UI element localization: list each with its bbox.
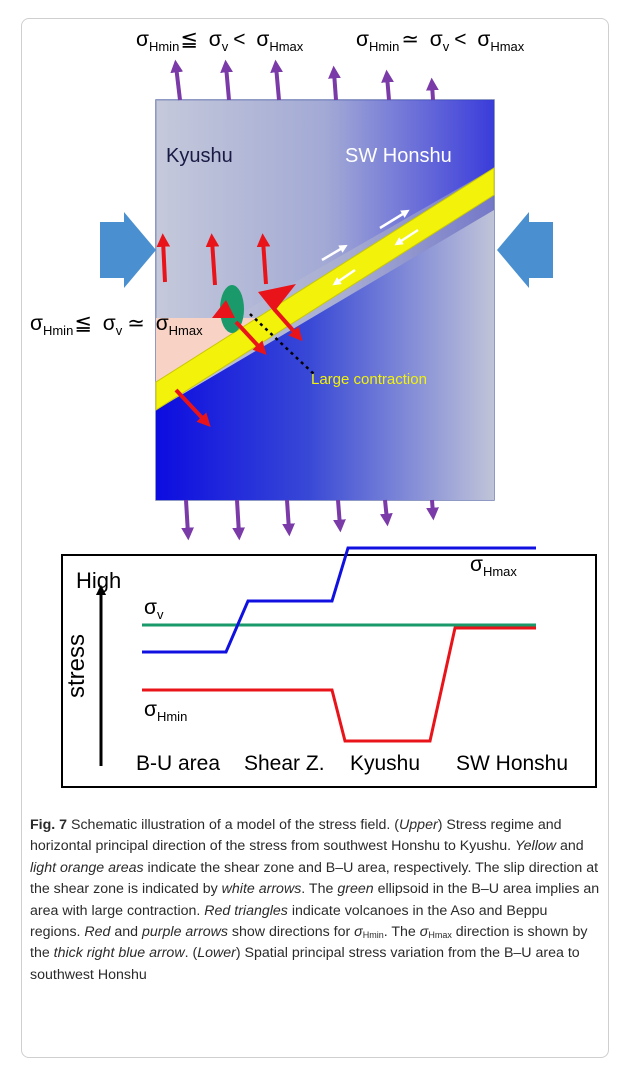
figure-caption: Fig. 7 Schematic illustration of a model… — [30, 817, 600, 983]
figure-graphic: Kyushu SW Honshu Large contraction σHmin… — [30, 28, 597, 788]
red-arrow-2 — [205, 233, 220, 286]
eq-left: σHmin≦ σv ≃ σHmax — [30, 312, 203, 338]
contraction-ellipse — [220, 285, 244, 333]
purple-arrow-bottom-1 — [181, 499, 195, 541]
red-arrow-6 — [174, 388, 211, 427]
purple-arrow-bottom-4 — [333, 499, 346, 533]
label-kyushu: Kyushu — [166, 145, 233, 167]
slip-arrow-lower-2 — [332, 268, 356, 286]
purple-arrow-top-6 — [426, 77, 439, 101]
purple-arrow-bottom-2 — [232, 499, 246, 541]
slip-arrow-lower-1 — [394, 228, 419, 246]
purple-arrow-bottom-6 — [426, 499, 439, 521]
sigma-hmin-line — [142, 626, 536, 743]
purple-arrow-top-1 — [170, 59, 184, 101]
contraction-pointer — [249, 313, 317, 377]
shear-zone — [155, 167, 495, 411]
xlabel-bu-area: B-U area — [136, 752, 220, 775]
volcano-triangle-aso — [258, 284, 296, 312]
lower-block-blue — [156, 210, 494, 500]
blue-arrow-right — [497, 212, 553, 288]
label-sigma-hmax: σHmax — [470, 553, 517, 579]
red-arrow-5 — [234, 320, 267, 355]
purple-arrow-bottom-3 — [282, 499, 295, 537]
eq-top-left: σHmin≦ σv < σHmax — [136, 28, 304, 54]
red-arrow-1 — [156, 233, 171, 283]
slip-arrow-upper-2 — [321, 244, 348, 262]
xlabel-kyushu: Kyushu — [350, 752, 420, 775]
xlabel-shear-zone: Shear Z. — [244, 752, 325, 775]
label-high: High — [76, 568, 121, 593]
label-stress: stress — [63, 634, 90, 698]
lower-panel: High stress σv σHmax σHmin B-U area Shea… — [61, 546, 597, 788]
purple-arrow-top-3 — [270, 59, 283, 101]
sigma-hmax-line — [142, 546, 536, 654]
purple-arrow-top-2 — [220, 59, 233, 101]
upper-panel: Kyushu SW Honshu Large contraction σHmin… — [30, 28, 553, 541]
label-sigma-v: σv — [144, 596, 164, 622]
purple-arrow-top-5 — [381, 69, 394, 101]
blue-arrow-left — [100, 212, 156, 288]
red-arrow-3 — [256, 233, 271, 285]
label-sigma-hmin: σHmin — [144, 698, 187, 724]
xlabel-sw-honshu: SW Honshu — [456, 752, 568, 775]
figure-frame — [21, 18, 609, 1058]
volcano-triangle-beppu — [212, 300, 235, 318]
purple-arrow-top-4 — [328, 65, 341, 101]
caption-fig-number: Fig. 7 — [30, 817, 68, 833]
purple-arrow-bottom-5 — [379, 499, 393, 527]
eq-top-right: σHmin≃ σv < σHmax — [356, 28, 525, 54]
lower-panel-box — [61, 554, 597, 788]
label-sw-honshu: SW Honshu — [345, 145, 452, 167]
red-arrow-4 — [273, 308, 303, 342]
slip-arrow-upper-1 — [379, 209, 410, 230]
label-large-contraction: Large contraction — [311, 371, 427, 388]
